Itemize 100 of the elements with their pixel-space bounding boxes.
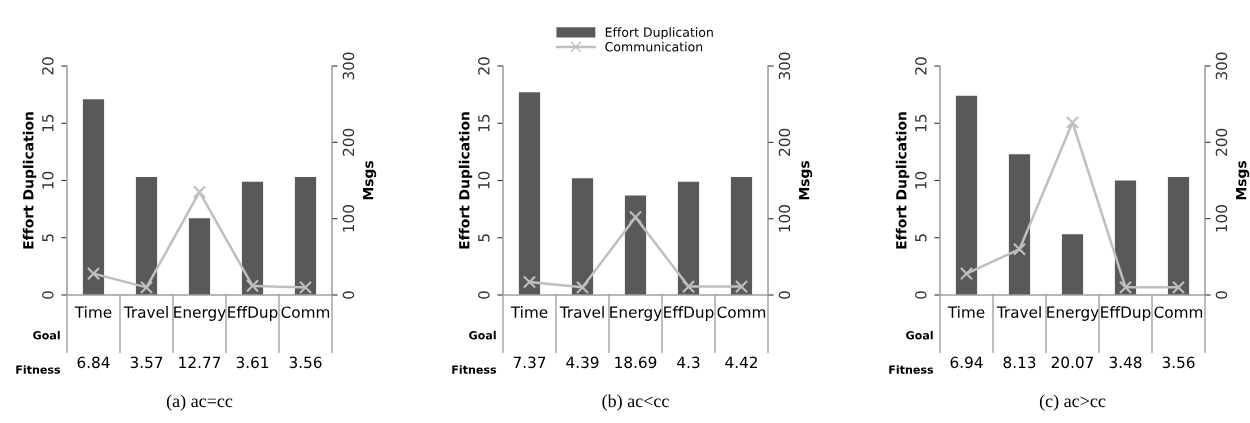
- x-tick-label: Comm: [281, 306, 330, 318]
- point: [139, 280, 154, 294]
- x-tick-label: Energy: [610, 306, 662, 321]
- text: 12.77: [179, 356, 221, 368]
- y2-tick-label: 300: [1215, 52, 1228, 80]
- legend-label: Effort Duplication: [605, 27, 713, 40]
- legend-label: Communication: [605, 41, 703, 52]
- bar: [1114, 180, 1137, 295]
- text: (b) ac<cc: [602, 394, 669, 411]
- text: 4.3: [677, 356, 700, 369]
- y2-tick-label: 100: [1215, 205, 1228, 232]
- bar: [1167, 177, 1190, 295]
- y-tick-label: 10: [478, 171, 490, 189]
- y2-tick-label: 300: [778, 52, 791, 80]
- text: (a) ac=cc: [166, 394, 233, 411]
- text: 7.37: [513, 356, 546, 369]
- bar: [1008, 154, 1031, 295]
- x-tick-label: Comm: [1154, 306, 1203, 318]
- point: [86, 267, 101, 281]
- y2-axis-title: Msgs: [363, 161, 377, 200]
- y-tick-label: 5: [915, 234, 927, 242]
- point: [1118, 280, 1133, 294]
- y2-tick-label: 100: [342, 205, 355, 232]
- point: [1171, 280, 1186, 294]
- point: [522, 275, 537, 289]
- x-axis-title: Goal: [33, 330, 60, 340]
- bar: [1061, 234, 1084, 295]
- y-axis-title: Effort Duplication: [22, 112, 37, 249]
- text: 3.61: [236, 356, 269, 369]
- y-tick-label: 15: [42, 114, 54, 132]
- text: 4.39: [566, 356, 599, 369]
- y-tick-label: 10: [42, 171, 54, 189]
- x-axis-title: Goal: [906, 330, 933, 340]
- text: (c) ac>cc: [1039, 394, 1106, 411]
- x-tick-label: Time: [510, 306, 548, 318]
- text: Fitness: [452, 365, 497, 374]
- y2-tick-label: 200: [342, 128, 355, 156]
- y-tick-label: 0: [42, 291, 54, 299]
- text: 8.13: [1003, 356, 1036, 369]
- bar: [82, 99, 105, 295]
- x-tick-label: Energy: [1047, 306, 1099, 321]
- x-tick-label: Travel: [996, 306, 1041, 318]
- y2-tick-label: 200: [1215, 128, 1228, 156]
- text: 3.48: [1109, 356, 1142, 369]
- y2-tick-label: 0: [342, 291, 355, 299]
- x-tick-label: Time: [74, 306, 112, 318]
- bar: [135, 177, 158, 295]
- x-tick-label: Travel: [123, 306, 168, 318]
- text: Fitness: [16, 365, 61, 374]
- bar: [241, 181, 264, 295]
- point: [734, 280, 749, 294]
- point: [245, 279, 260, 293]
- point: [1012, 242, 1027, 256]
- y-tick-label: 5: [478, 234, 490, 242]
- y2-tick-label: 0: [778, 291, 791, 299]
- bar: [730, 177, 753, 295]
- y-axis-title: Effort Duplication: [895, 112, 910, 249]
- y2-tick-label: 300: [342, 52, 355, 80]
- x-axis-title: Goal: [469, 330, 496, 340]
- point: [192, 185, 207, 199]
- x-tick-label: Time: [947, 306, 985, 318]
- y2-tick-label: 200: [778, 128, 791, 156]
- bar: [294, 177, 317, 295]
- bar: [518, 92, 541, 295]
- y-tick-label: 0: [915, 291, 927, 299]
- y-tick-label: 10: [915, 171, 927, 189]
- y-tick-label: 20: [915, 57, 927, 75]
- x-tick-label: EffDup: [664, 306, 714, 321]
- text: 18.69: [615, 356, 657, 369]
- text: 20.07: [1051, 356, 1094, 369]
- y2-axis-title: Msgs: [799, 161, 813, 200]
- x-tick-label: Travel: [559, 306, 604, 318]
- y-tick-label: 15: [478, 114, 490, 132]
- y-tick-label: 5: [42, 234, 54, 242]
- bar: [188, 218, 211, 295]
- y2-axis-title: Msgs: [1236, 161, 1250, 200]
- point: [628, 210, 643, 224]
- bar: [955, 95, 978, 295]
- point: [959, 267, 974, 281]
- point: [575, 280, 590, 294]
- y2-tick-label: 100: [778, 205, 791, 232]
- bar: [624, 195, 647, 295]
- x-tick-label: EffDup: [1101, 306, 1151, 321]
- text: 3.56: [1162, 356, 1195, 369]
- bar: [571, 178, 594, 295]
- x-tick-label: Comm: [717, 306, 766, 318]
- point: [298, 280, 313, 294]
- y-tick-label: 20: [478, 57, 490, 75]
- y-tick-label: 0: [478, 291, 490, 299]
- point: [1065, 115, 1080, 130]
- bar: [677, 181, 700, 295]
- text: 4.42: [725, 356, 757, 368]
- text: 6.84: [77, 356, 110, 369]
- text: 3.56: [289, 356, 322, 369]
- y2-tick-label: 0: [1215, 291, 1228, 299]
- text: 6.94: [950, 356, 983, 369]
- text: 3.57: [130, 356, 163, 369]
- y-tick-label: 20: [42, 57, 54, 75]
- text: Fitness: [889, 365, 934, 374]
- point: [681, 280, 696, 294]
